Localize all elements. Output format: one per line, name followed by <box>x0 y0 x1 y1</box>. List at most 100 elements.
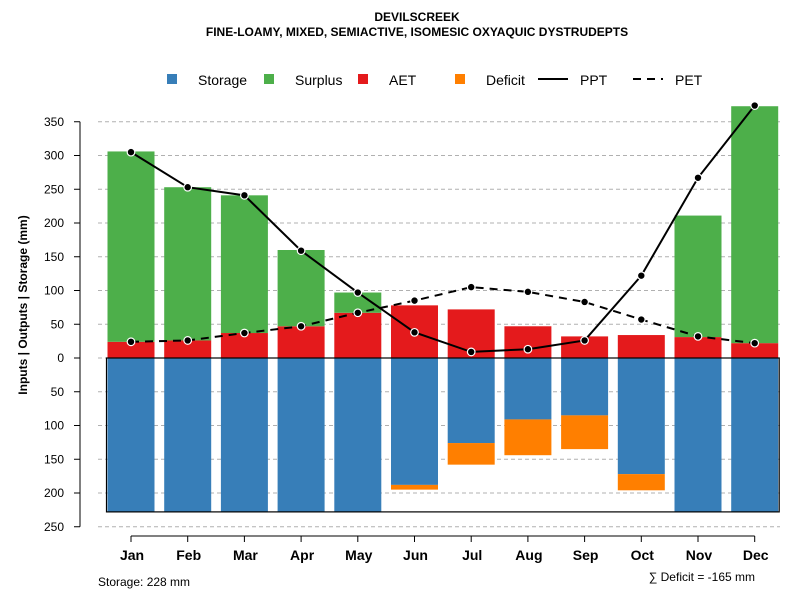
y-tick-label: 50 <box>51 317 65 331</box>
pet-point-aug <box>523 287 533 297</box>
ppt-line <box>130 104 756 353</box>
aet-legend-swatch <box>358 74 368 84</box>
y-tick-label: 350 <box>44 115 64 129</box>
y-tick-label: 150 <box>44 250 64 264</box>
x-tick-label-may: May <box>345 547 372 563</box>
ppt-point-oct <box>636 271 646 281</box>
deficit-legend-swatch <box>455 74 465 84</box>
x-tick-label-sep: Sep <box>573 547 599 563</box>
x-tick-label-feb: Feb <box>176 547 201 563</box>
surplus-bar-dec <box>731 106 779 344</box>
storage-bar-jan <box>107 358 155 512</box>
y-tick-label: 200 <box>44 216 64 230</box>
y-tick-label: 100 <box>44 284 64 298</box>
aet-bar-may <box>334 312 382 358</box>
aet-legend-label: AET <box>389 72 417 88</box>
storage-bar-aug <box>504 358 552 420</box>
ppt-point-jul <box>466 347 476 357</box>
lines <box>126 101 760 357</box>
surplus-bar-jan <box>107 151 155 342</box>
x-tick-label-apr: Apr <box>290 547 315 563</box>
pet-legend-label: PET <box>675 72 703 88</box>
aet-bar-apr <box>277 326 325 358</box>
deficit-bar-jul <box>447 443 495 465</box>
storage-bar-oct <box>617 358 665 475</box>
y-tick-label: 250 <box>44 520 64 534</box>
x-tick-label-nov: Nov <box>686 547 713 563</box>
pet-point-mar <box>239 328 249 338</box>
deficit-bar-oct <box>617 474 665 491</box>
pet-point-sep <box>580 297 589 307</box>
y-tick-label: 50 <box>51 385 65 399</box>
y-tick-label: 300 <box>44 149 64 163</box>
y-tick-label: 0 <box>57 351 64 365</box>
legend: Storage Surplus AET Deficit PPT PET <box>167 72 703 88</box>
pet-point-jan <box>126 337 136 347</box>
storage-bar-sep <box>561 358 609 416</box>
ppt-point-sep <box>580 336 589 345</box>
storage-bar-mar <box>220 358 268 512</box>
storage-bar-may <box>334 358 382 512</box>
pet-point-feb <box>183 336 193 345</box>
ppt-point-jan <box>126 147 136 157</box>
ppt-point-apr <box>296 246 306 256</box>
x-tick-label-jan: Jan <box>120 547 144 563</box>
ppt-point-dec <box>750 101 760 110</box>
ppt-legend-label: PPT <box>580 72 608 88</box>
storage-legend-swatch <box>167 74 177 84</box>
pet-point-oct <box>636 315 646 324</box>
y-tick-label: 250 <box>44 182 64 196</box>
aet-bar-feb <box>164 340 212 358</box>
surplus-bar-feb <box>164 187 212 341</box>
pet-point-nov <box>693 332 703 341</box>
deficit-bar-jun <box>391 484 438 490</box>
surplus-legend-swatch <box>264 74 274 84</box>
aet-bar-nov <box>674 337 722 358</box>
x-tick-label-mar: Mar <box>233 547 258 563</box>
pet-point-dec <box>750 338 760 348</box>
storage-bar-nov <box>674 358 722 512</box>
deficit-legend-label: Deficit <box>486 72 525 88</box>
chart-subtitle: FINE-LOAMY, MIXED, SEMIACTIVE, ISOMESIC … <box>205 25 629 39</box>
storage-bar-jun <box>391 358 438 485</box>
ppt-point-may <box>353 288 363 297</box>
aet-bar-jan <box>107 341 155 358</box>
x-tick-label-dec: Dec <box>743 547 769 563</box>
storage-capacity-frame <box>105 357 780 513</box>
bars <box>105 106 780 513</box>
surplus-legend-label: Surplus <box>295 72 342 88</box>
deficit-bar-sep <box>561 415 609 450</box>
aet-bar-dec <box>731 343 779 358</box>
x-tick-label-aug: Aug <box>515 547 542 563</box>
storage-bar-dec <box>731 358 779 512</box>
storage-bar-apr <box>277 358 325 512</box>
storage-note: Storage: 228 mm <box>98 575 190 589</box>
surplus-bar-may <box>334 292 382 313</box>
y-axis-label: Inputs | Outputs | Storage (mm) <box>16 215 30 394</box>
y-tick-label: 150 <box>44 452 64 466</box>
ppt-point-nov <box>693 173 703 183</box>
ppt-point-mar <box>239 190 249 200</box>
pet-point-may <box>353 308 363 318</box>
deficit-bar-aug <box>504 419 552 456</box>
y-tick-label: 100 <box>44 419 64 433</box>
pet-point-jul <box>466 282 476 292</box>
deficit-note: ∑ Deficit = -165 mm <box>649 570 755 584</box>
x-tick-label-jul: Jul <box>462 547 482 563</box>
pet-line <box>130 286 755 345</box>
x-tick-label-oct: Oct <box>631 547 655 563</box>
surplus-bar-nov <box>674 215 722 338</box>
chart-title: DEVILSCREEK <box>374 10 460 24</box>
storage-bar-jul <box>447 358 495 444</box>
x-tick-label-jun: Jun <box>403 547 428 563</box>
pet-point-jun <box>410 296 419 306</box>
surplus-bar-apr <box>277 250 325 327</box>
surplus-bar-mar <box>220 195 268 334</box>
axes: 350 300 250 200 150 100 50 0 50 100 150 200 250 Jan Fe… <box>44 115 769 563</box>
storage-bar-feb <box>164 358 212 512</box>
pet-point-apr <box>296 321 306 331</box>
y-tick-label: 200 <box>44 486 64 500</box>
aet-bar-oct <box>617 335 665 358</box>
ppt-point-feb <box>183 182 193 192</box>
